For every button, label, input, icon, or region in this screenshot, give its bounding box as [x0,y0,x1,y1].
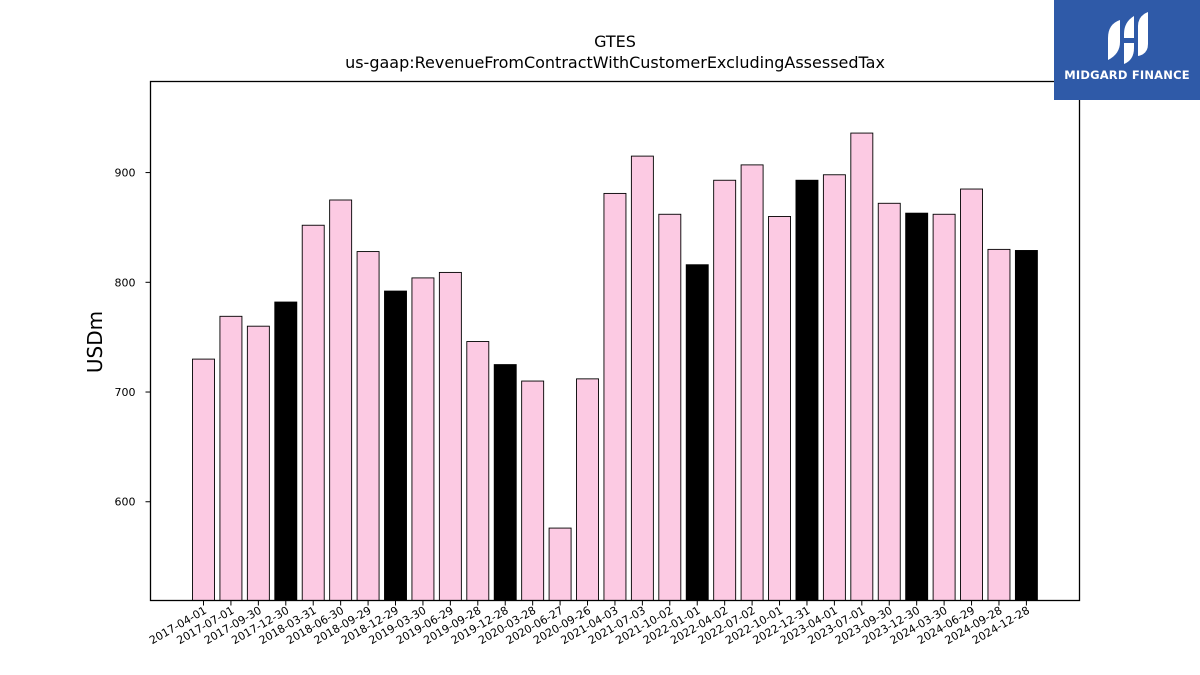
bar-2022-10-01 [768,216,791,601]
bar-2024-09-28 [987,248,1011,601]
midgard-logo-icon [1108,12,1148,64]
bar-2018-09-29 [356,251,380,601]
bar-2021-10-02 [658,213,682,601]
bar-2019-06-29 [438,271,462,601]
y-tick-label: 800 [115,276,136,289]
chart-title: GTES [594,32,636,51]
bar-2022-01-01 [685,264,709,601]
y-axis-label: USDm [83,311,107,373]
x-axis: 2017-04-012017-07-012017-09-302017-12-30… [147,600,1032,647]
y-tick-label: 900 [115,167,136,180]
bar-2021-07-03 [630,155,654,601]
chart-subtitle: us-gaap:RevenueFromContractWithCustomerE… [345,53,885,72]
bar-2021-04-03 [603,192,627,601]
bar-2017-07-01 [219,315,243,601]
y-axis: 600 700 800 900 [115,167,151,509]
bars-group [192,132,1038,601]
plot-frame [149,80,1081,602]
bar-2020-06-27 [548,527,572,601]
midgard-finance-logo: MIDGARD FINANCE [1054,0,1200,100]
bar-2023-09-30 [877,202,901,601]
bar-2017-09-30 [246,325,270,601]
bar-2022-07-02 [740,164,764,601]
bar-2018-03-31 [301,224,325,601]
bar-2023-04-01 [822,174,846,601]
bar-2019-09-28 [466,341,490,601]
bar-2019-03-30 [411,277,435,601]
bar-2020-09-26 [576,378,599,601]
bar-2023-07-01 [850,132,874,601]
bar-2019-12-28 [493,364,517,601]
bar-2018-06-30 [329,199,353,601]
y-tick-label: 600 [115,496,136,509]
y-tick-label: 700 [115,386,136,399]
bar-2022-12-31 [795,179,819,601]
bar-2023-12-30 [905,212,929,601]
bar-2018-12-29 [384,290,407,601]
bar-2017-04-01 [192,358,215,601]
bar-2024-03-30 [932,213,956,601]
bar-2017-12-30 [274,301,298,601]
bar-2022-04-02 [713,179,737,601]
logo-text: MIDGARD FINANCE [1064,68,1190,82]
bar-2020-03-28 [521,380,545,601]
bar-2024-12-28 [1014,250,1038,601]
bar-2024-06-29 [960,188,983,601]
